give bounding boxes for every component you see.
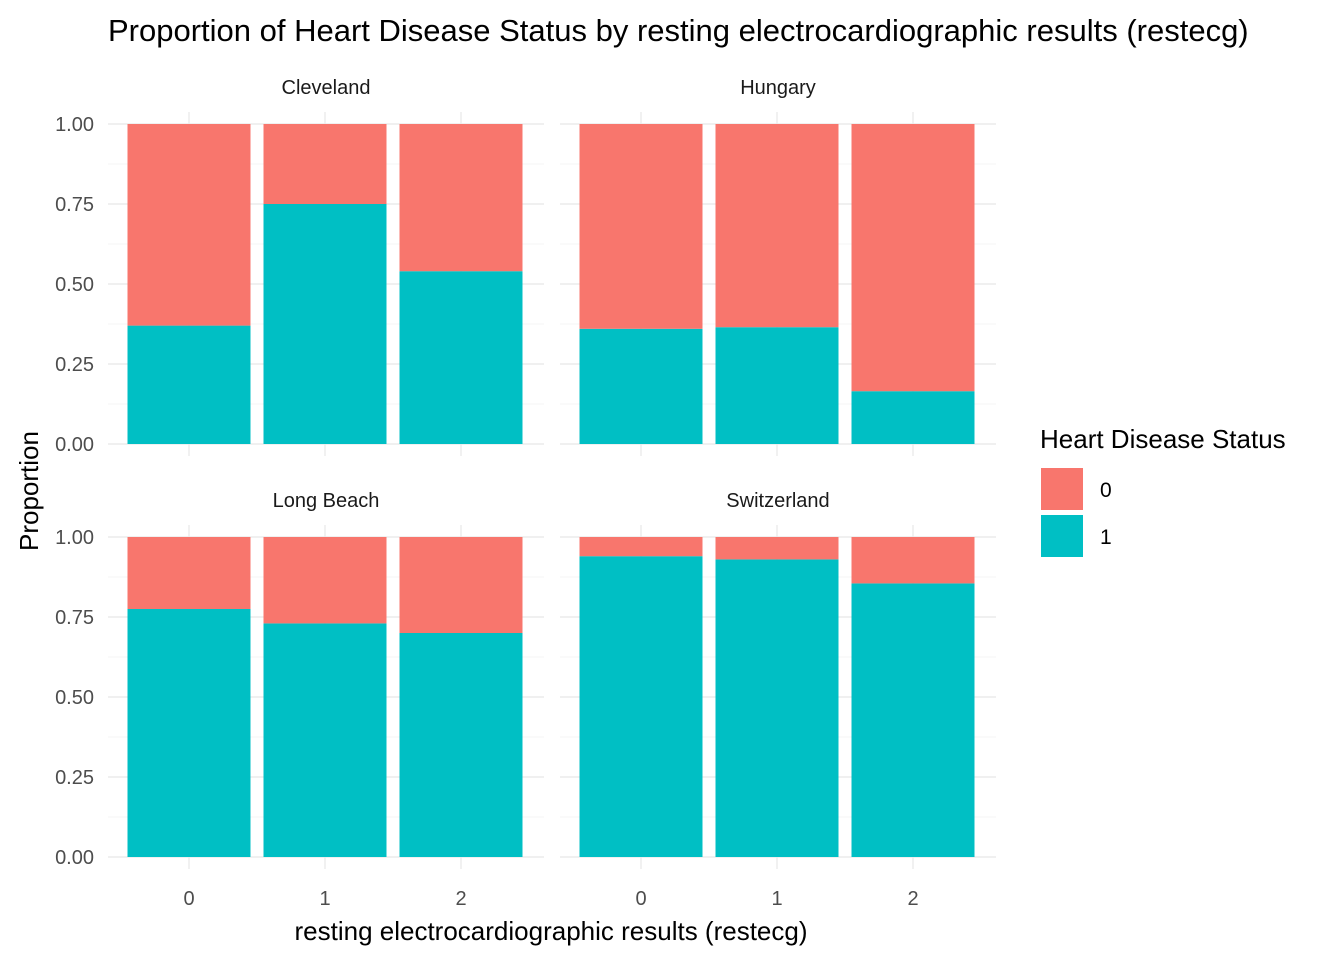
- bar-segment-status-0: [127, 124, 251, 326]
- bar-segment-status-0: [579, 124, 703, 329]
- bar-segment-status-0: [579, 537, 703, 557]
- bar-segment-status-1: [579, 328, 703, 444]
- bar-segment-status-1: [127, 325, 251, 444]
- bar-segment-status-0: [399, 537, 523, 633]
- x-tick-label: 0: [635, 888, 646, 910]
- facet-strip-label: Cleveland: [282, 77, 371, 99]
- bar-segment-status-1: [715, 327, 839, 444]
- bar-segment-status-0: [399, 124, 523, 272]
- bar-segment-status-1: [399, 633, 523, 857]
- y-tick-label: 0.00: [55, 434, 94, 456]
- bar-segment-status-1: [127, 609, 251, 857]
- y-tick-label: 0.50: [55, 274, 94, 296]
- bar-segment-status-0: [851, 537, 975, 584]
- x-tick-label: 1: [771, 888, 782, 910]
- y-axis-title: Proportion: [14, 431, 44, 551]
- x-tick-label: 2: [907, 888, 918, 910]
- facet-strip-label: Hungary: [740, 77, 816, 99]
- bar-segment-status-0: [715, 537, 839, 560]
- x-tick-label: 0: [183, 888, 194, 910]
- y-tick-label: 0.00: [55, 847, 94, 869]
- bar-segment-status-1: [579, 556, 703, 857]
- legend: Heart Disease Status 01: [1040, 424, 1286, 557]
- bar-segment-status-1: [263, 623, 387, 857]
- facet-panel: Cleveland 0.00 0.25 0.50 0.75 1.00: [55, 77, 544, 456]
- bar-segment-status-1: [851, 391, 975, 444]
- y-tick-label: 0.50: [55, 687, 94, 709]
- y-tick-label: 1.00: [55, 114, 94, 136]
- legend-label: 1: [1100, 526, 1112, 549]
- facet-panel: Long Beach 0.00 0.25 0.50 0.75 1.00 0 1 2: [55, 490, 544, 910]
- y-tick-label: 1.00: [55, 527, 94, 549]
- y-tick-label: 0.75: [55, 194, 94, 216]
- legend-title: Heart Disease Status: [1040, 424, 1286, 454]
- x-axis-title: resting electrocardiographic results (re…: [295, 916, 808, 946]
- facet-strip-label: Long Beach: [273, 490, 380, 512]
- bar-segment-status-0: [715, 124, 839, 328]
- bar-segment-status-0: [263, 537, 387, 624]
- legend-items: 01: [1041, 468, 1112, 557]
- bar-segment-status-1: [715, 559, 839, 857]
- facet-panel: Hungary: [560, 77, 996, 456]
- y-tick-label: 0.25: [55, 767, 94, 789]
- facet-strip-label: Switzerland: [726, 490, 829, 512]
- y-tick-label: 0.75: [55, 607, 94, 629]
- bar-segment-status-0: [851, 124, 975, 392]
- x-tick-label: 1: [319, 888, 330, 910]
- x-tick-label: 2: [455, 888, 466, 910]
- y-tick-label: 0.25: [55, 354, 94, 376]
- chart-title: Proportion of Heart Disease Status by re…: [108, 13, 1249, 48]
- legend-swatch: [1041, 468, 1083, 510]
- legend-label: 0: [1100, 479, 1112, 502]
- bar-segment-status-1: [399, 271, 523, 444]
- bar-segment-status-1: [263, 204, 387, 444]
- legend-swatch: [1041, 515, 1083, 557]
- bar-segment-status-0: [263, 124, 387, 204]
- bar-segment-status-0: [127, 537, 251, 609]
- facet-panel: Switzerland 0 1 2: [560, 490, 996, 910]
- bar-segment-status-1: [851, 583, 975, 857]
- facet-panels: Cleveland 0.00 0.25 0.50 0.75 1.00 Hungary Long…: [55, 77, 996, 910]
